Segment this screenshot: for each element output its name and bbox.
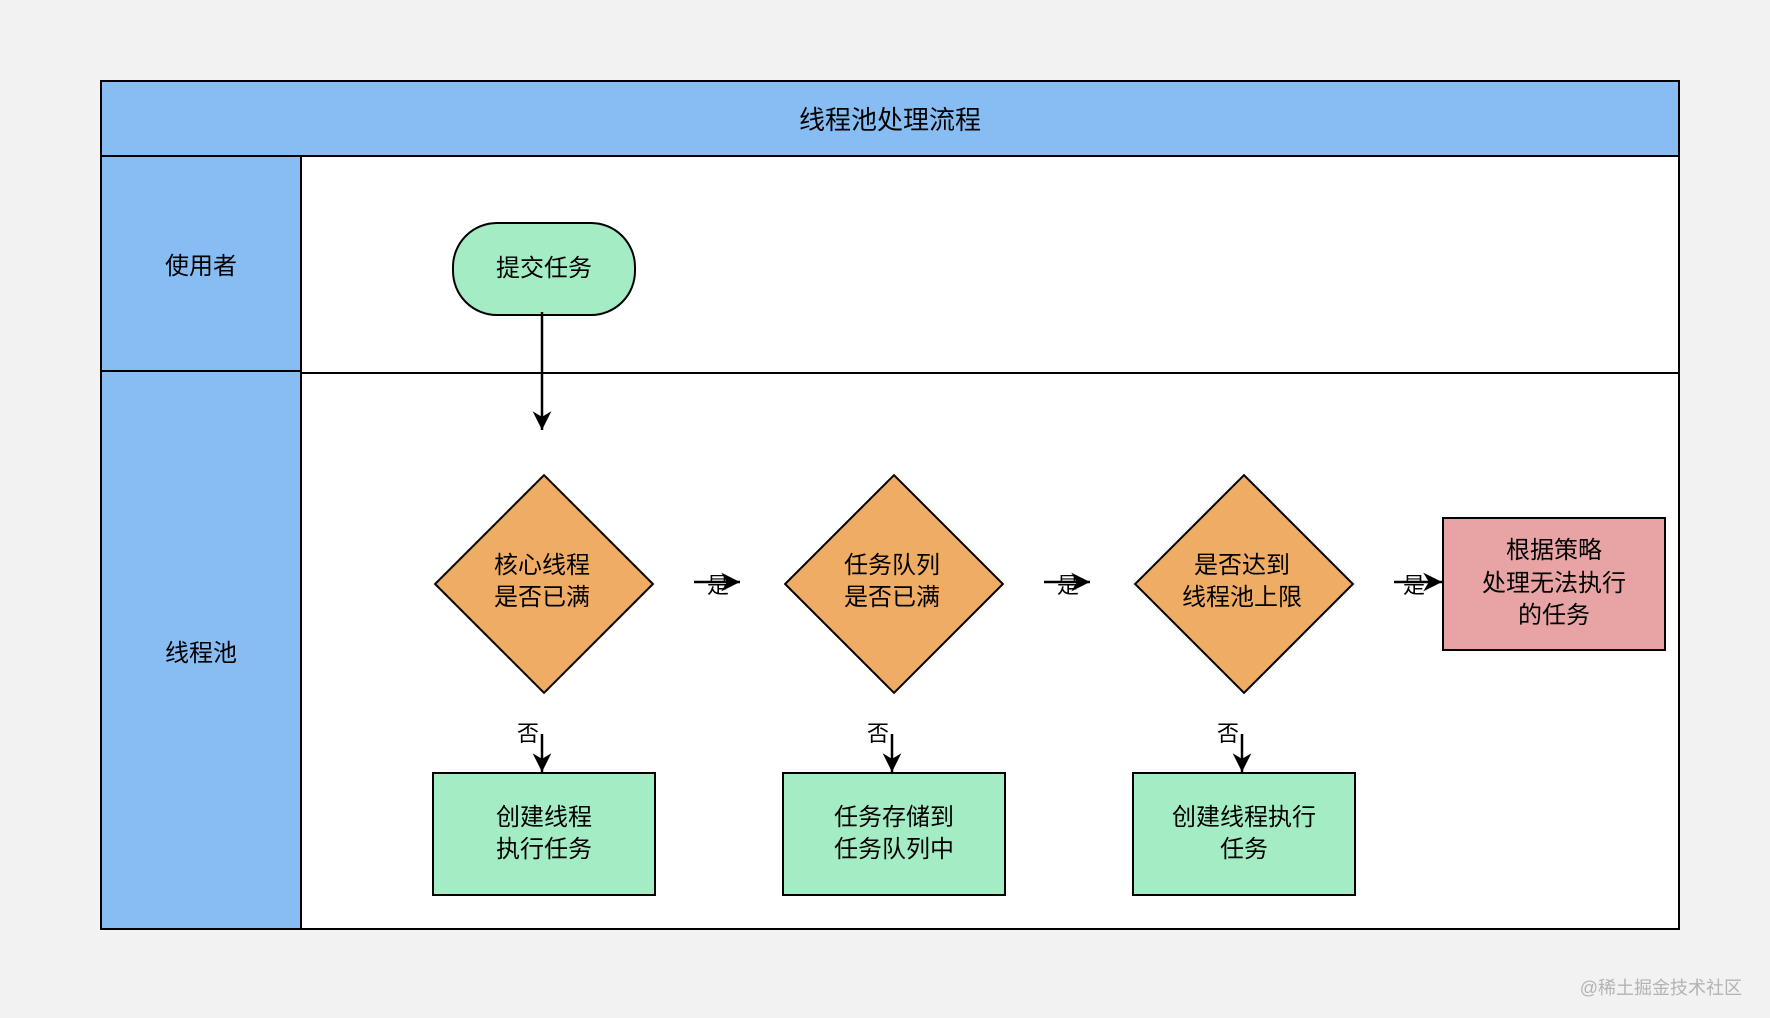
swimlane-diagram: 线程池处理流程 使用者 线程池 提交任务 核心线程 是否已满 任务队列 是否已满… — [100, 80, 1680, 930]
node-create-thread-1: 创建线程 执行任务 — [432, 772, 656, 896]
edge-label-no-3: 否 — [1217, 716, 1239, 748]
edge-label-yes-3: 是 — [1403, 568, 1425, 600]
node-submit-task: 提交任务 — [452, 222, 636, 316]
edge-label-no-1: 否 — [517, 716, 539, 748]
node-decision-queue-full-text: 任务队列 是否已满 — [785, 475, 1000, 690]
diagram-title-text: 线程池处理流程 — [799, 100, 981, 137]
lane-pool-text: 线程池 — [165, 633, 237, 668]
watermark-text: @稀土掘金技术社区 — [1580, 974, 1742, 1000]
lane-divider — [302, 372, 1678, 374]
edge-label-yes-1: 是 — [707, 568, 729, 600]
node-reject-policy: 根据策略 处理无法执行 的任务 — [1442, 517, 1666, 651]
lane-pool-label: 线程池 — [102, 372, 302, 928]
node-decision-pool-limit-text: 是否达到 线程池上限 — [1135, 475, 1350, 690]
edge-label-no-2: 否 — [867, 716, 889, 748]
node-decision-core-threads: 核心线程 是否已满 — [435, 475, 650, 690]
node-r3-text: 创建线程执行 任务 — [1172, 802, 1316, 867]
node-r1-text: 创建线程 执行任务 — [496, 802, 592, 867]
node-submit-text: 提交任务 — [496, 253, 592, 285]
edge-label-yes-2: 是 — [1057, 568, 1079, 600]
node-create-thread-2: 创建线程执行 任务 — [1132, 772, 1356, 896]
node-r2-text: 任务存储到 任务队列中 — [834, 802, 954, 867]
node-reject-text: 根据策略 处理无法执行 的任务 — [1482, 535, 1626, 632]
lane-user-text: 使用者 — [165, 246, 237, 281]
lane-user-label: 使用者 — [102, 157, 302, 372]
node-decision-queue-full: 任务队列 是否已满 — [785, 475, 1000, 690]
node-decision-pool-limit: 是否达到 线程池上限 — [1135, 475, 1350, 690]
diagram-title: 线程池处理流程 — [102, 82, 1678, 157]
node-store-queue: 任务存储到 任务队列中 — [782, 772, 1006, 896]
node-decision-core-threads-text: 核心线程 是否已满 — [435, 475, 650, 690]
